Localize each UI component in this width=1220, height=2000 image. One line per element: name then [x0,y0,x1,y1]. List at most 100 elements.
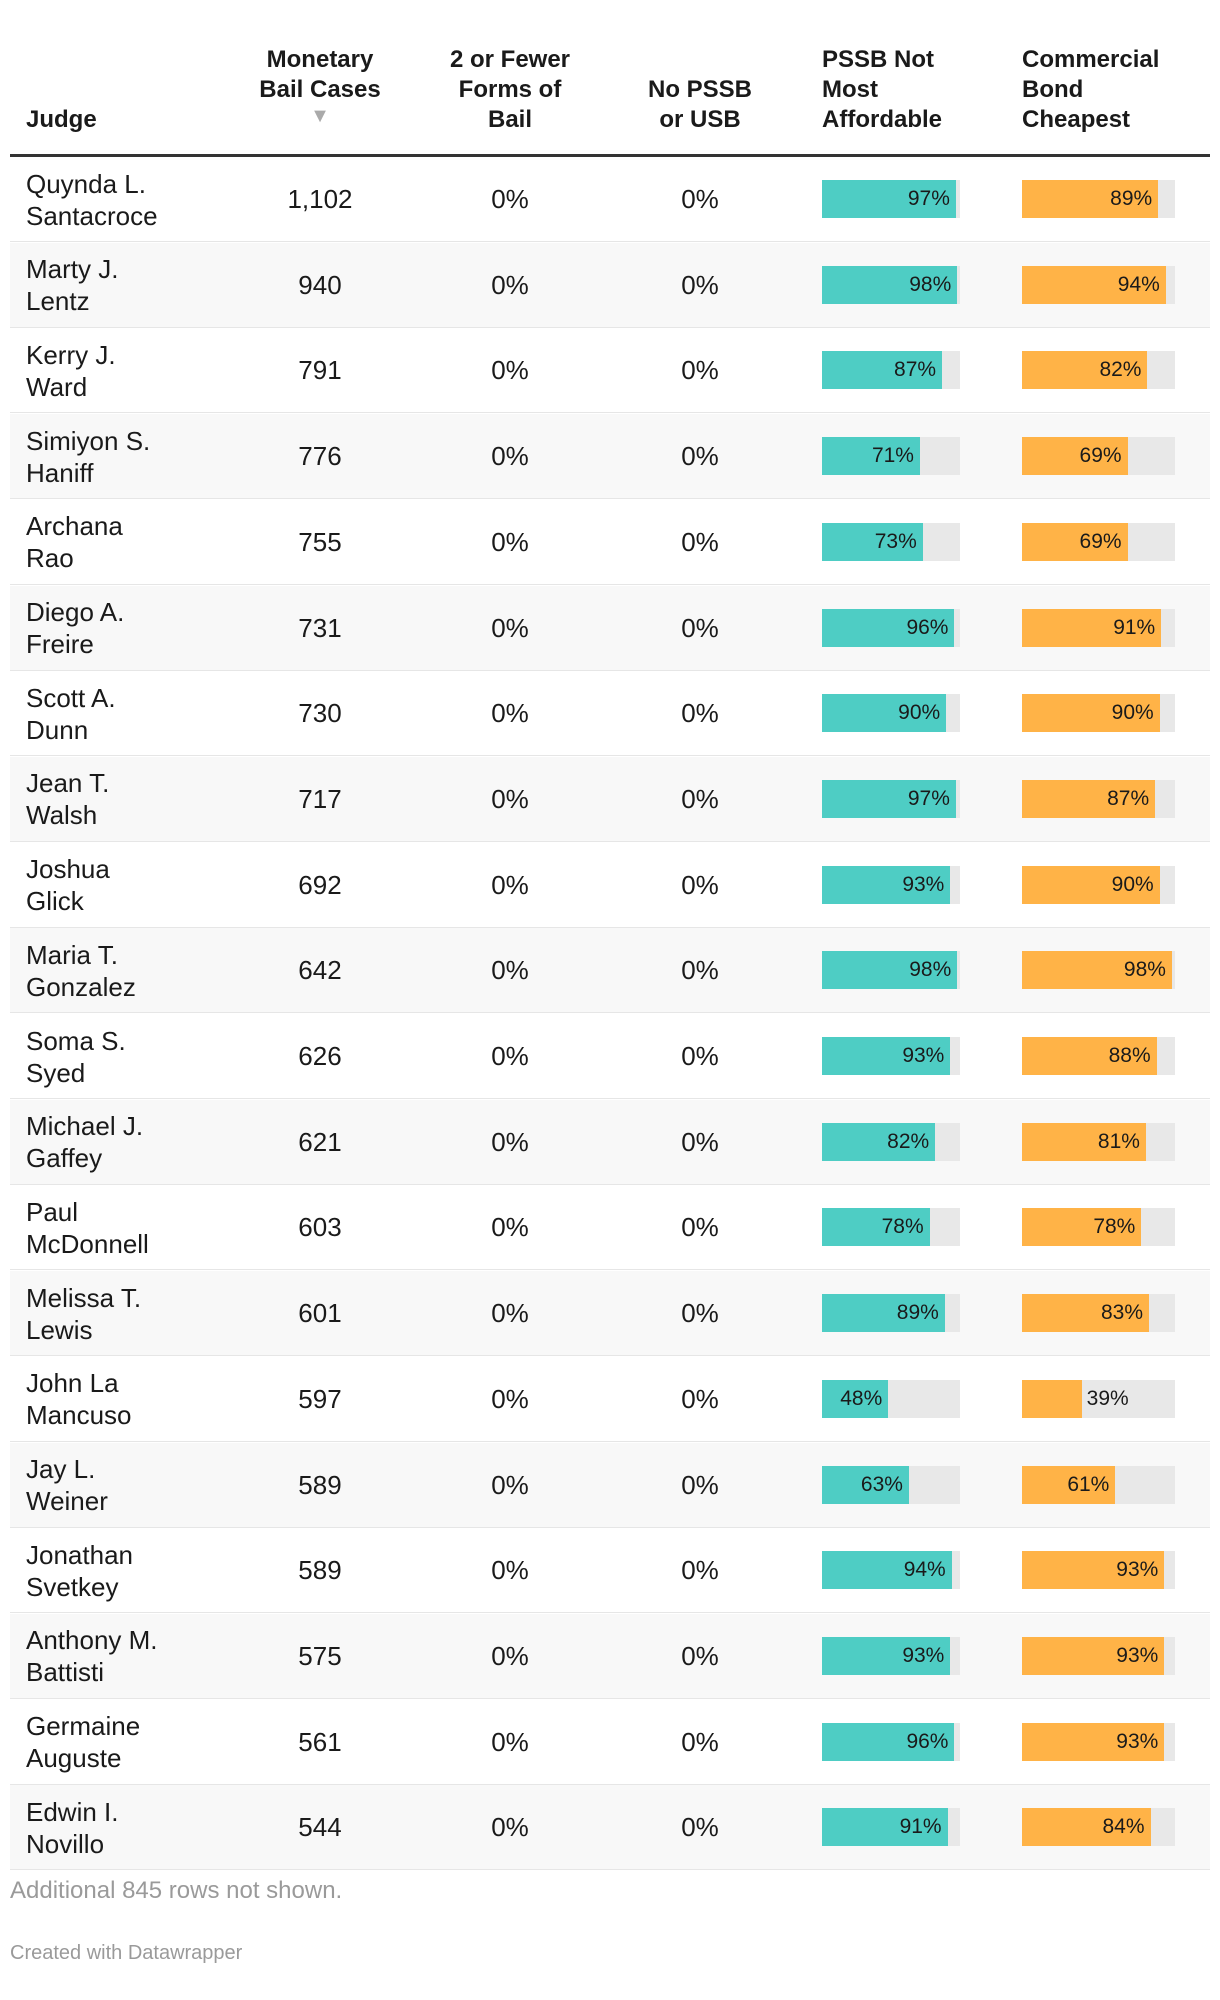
no-pssb-cell: 0% [681,1640,719,1671]
commercial-bond-cheapest-bar-label: 94% [1117,272,1160,296]
header-monetary-line1: Monetary [266,46,374,73]
datawrapper-credit[interactable]: Created with Datawrapper [10,1942,243,1964]
commercial-bond-cheapest-bar-label: 81% [1097,1129,1140,1153]
table-header: Judge Monetary Bail Cases ▼ 2 or Fewer F… [10,0,1210,157]
monetary-bail-cases-cell: 730 [298,698,342,729]
judge-name-line2: Dunn [26,714,89,745]
monetary-bail-cases-cell: 626 [298,1041,342,1071]
no-pssb-cell: 0% [681,1212,719,1243]
pssb-not-affordable-bar-track: 97% [822,180,960,218]
judge-name-line2: Novillo [26,1828,105,1859]
commercial-bond-cheapest-bar [1022,779,1156,818]
commercial-bond-cheapest-bar-track: 39% [1022,1379,1175,1418]
header-no-pssb[interactable]: No PSSB or USB [590,75,810,135]
pssb-not-affordable-bar [822,1208,930,1247]
judge-name-line2: Weiner [26,1486,108,1516]
pssb-not-affordable-bar-track: 90% [822,694,960,733]
header-pssb-line3: Affordable [822,106,942,133]
pssb-not-affordable-bar [822,1122,936,1161]
pssb-not-affordable-bar-label: 87% [894,358,937,382]
header-two-or-fewer[interactable]: 2 or Fewer Forms of Bail [400,45,620,135]
table-row: Jay L. Weiner 589 0% 0% 63% 61% [10,1442,1210,1528]
header-commercial-bond[interactable]: Commercial Bond Cheapest [1022,45,1159,135]
header-nopssb-line2: or USB [659,106,741,133]
judge-name-line2: Gaffey [26,1143,103,1174]
pssb-not-affordable-bar-label: 93% [902,1643,945,1667]
pssb-not-affordable-bar [822,1465,909,1504]
judge-name-cell: Diego A. Freire [26,586,256,671]
header-judge[interactable]: Judge [26,106,97,133]
pssb-not-affordable-bar-label: 82% [887,1129,930,1153]
pssb-not-affordable-bar-label: 90% [898,701,941,725]
commercial-bond-cheapest-bar-track: 88% [1022,1037,1175,1075]
commercial-bond-cheapest-bar-label: 93% [1116,1729,1159,1753]
rows-not-shown-note: Additional 845 rows not shown. [10,1877,343,1904]
header-pssb-line1: PSSB Not [822,46,935,73]
pssb-not-affordable-bar-label: 93% [902,1044,945,1067]
judge-name-cell: Anthony M. Battisti [26,1614,256,1699]
pssb-not-affordable-bar [822,951,958,990]
table-row: Michael J. Gaffey 621 0% 0% 82% 81% [10,1099,1210,1185]
two-or-fewer-cell: 0% [491,269,529,300]
judge-name-line2: Santacroce [26,200,158,231]
table-row: Jonathan Svetkey 589 0% 0% 94% 93% [10,1528,1210,1614]
judge-name-cell: Archana Rao [26,500,256,585]
judge-name-line2: Auguste [26,1743,122,1774]
judge-name-line1: Jay L. [26,1454,96,1484]
judge-name-line2: Rao [26,543,74,574]
commercial-bond-cheapest-bar [1022,694,1160,733]
pssb-not-affordable-bar-label: 78% [881,1215,924,1239]
table-row: Jean T. Walsh 717 0% 0% 97% 87% [10,756,1210,842]
no-pssb-cell: 0% [681,1726,719,1757]
header-fewer-line1: 2 or Fewer [449,46,571,73]
pssb-not-affordable-bar-track: 96% [822,1722,960,1761]
table-row: Marty J. Lentz 940 0% 0% 98% 94% [10,242,1210,328]
pssb-not-affordable-bar-track: 97% [822,779,960,818]
table-row: John La Mancuso 597 0% 0% 48% 39% [10,1357,1210,1442]
no-pssb-cell: 0% [681,1126,719,1157]
header-pssb-not-affordable[interactable]: PSSB Not Most Affordable [822,45,942,135]
judge-name-line1: Marty J. [26,254,119,285]
header-monetary-bail-cases[interactable]: Monetary Bail Cases ▼ [210,45,430,127]
table-row: Anthony M. Battisti 575 0% 0% 93% 93% [10,1613,1210,1699]
monetary-bail-cases-cell: 603 [298,1212,342,1243]
two-or-fewer-cell: 0% [491,955,529,986]
two-or-fewer-cell: 0% [491,1212,529,1243]
monetary-bail-cases-cell: 561 [298,1726,342,1757]
header-commercial-line2: Bond [1022,76,1084,103]
commercial-bond-cheapest-bar-track: 90% [1022,865,1175,904]
monetary-bail-cases-cell: 776 [298,441,342,472]
judge-name-line2: Mancuso [26,1400,132,1431]
two-or-fewer-cell: 0% [491,184,529,214]
two-or-fewer-cell: 0% [491,869,529,900]
monetary-bail-cases-cell: 589 [298,1469,342,1500]
judge-name-line1: Edwin I. [26,1796,119,1827]
commercial-bond-cheapest-bar-track: 98% [1022,951,1175,990]
pssb-not-affordable-bar-label: 63% [860,1472,903,1496]
pssb-not-affordable-bar-label: 93% [902,872,945,896]
pssb-not-affordable-bar-label: 96% [906,615,949,639]
commercial-bond-cheapest-bar [1022,522,1128,561]
judge-name-line1: Quynda L. [26,168,146,199]
commercial-bond-cheapest-bar [1022,437,1128,476]
judge-name-cell: Melissa T. Lewis [26,1271,256,1356]
no-pssb-cell: 0% [681,869,719,900]
commercial-bond-cheapest-bar [1022,1294,1149,1333]
two-or-fewer-cell: 0% [491,1555,529,1586]
no-pssb-cell: 0% [681,783,719,814]
judge-name-line2: Haniff [26,457,94,488]
pssb-not-affordable-bar-label: 94% [903,1558,946,1582]
header-fewer-line3: Bail [487,106,532,133]
commercial-bond-cheapest-bar-label: 69% [1079,529,1122,553]
commercial-bond-cheapest-bar-label: 78% [1093,1215,1136,1239]
pssb-not-affordable-bar-label: 98% [909,272,952,296]
commercial-bond-cheapest-bar-label: 89% [1110,187,1153,210]
table-row: Paul McDonnell 603 0% 0% 78% 78% [10,1185,1210,1271]
commercial-bond-cheapest-bar [1022,1636,1165,1675]
judge-name-line2: Gonzalez [26,971,136,1002]
judge-name-line1: John La [26,1368,119,1399]
judge-name-line1: Michael J. [26,1111,144,1142]
commercial-bond-cheapest-bar-label: 88% [1108,1044,1151,1067]
judge-name-cell: Joshua Glick [26,843,256,928]
commercial-bond-cheapest-bar-track: 93% [1022,1636,1175,1675]
